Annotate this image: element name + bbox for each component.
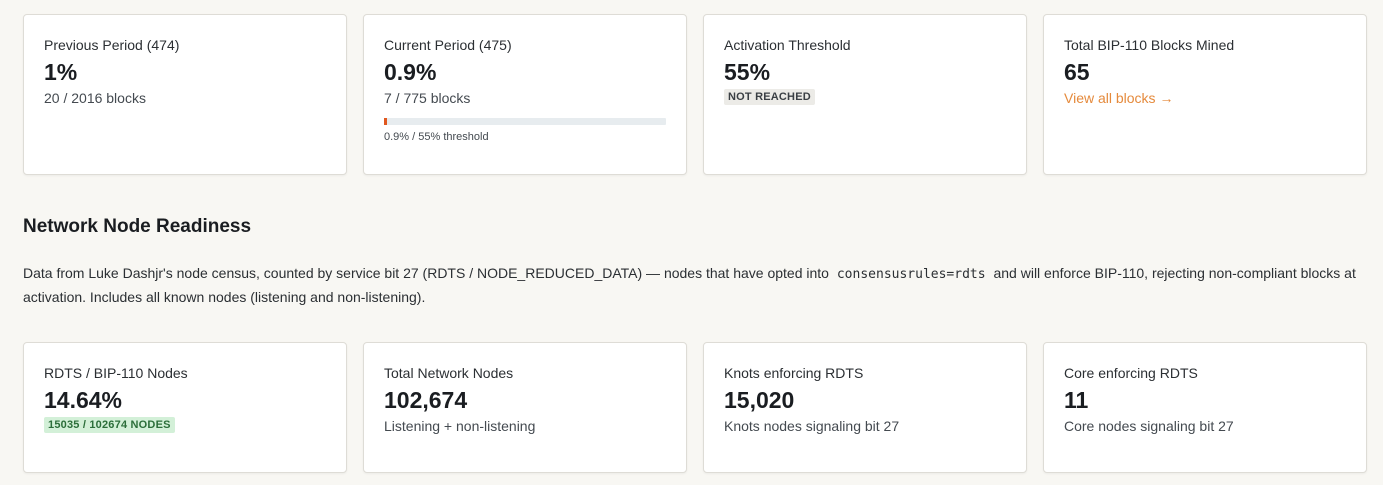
activation-threshold-card: Activation Threshold 55% NOT REACHED xyxy=(703,14,1027,175)
total-network-nodes-card: Total Network Nodes 102,674 Listening + … xyxy=(363,342,687,473)
card-label: Total BIP-110 Blocks Mined xyxy=(1064,37,1235,53)
card-value: 65 xyxy=(1064,59,1090,85)
card-value: 55% xyxy=(724,59,771,85)
current-period-card: Current Period (475) 0.9% 7 / 775 blocks… xyxy=(363,14,687,175)
card-value: 1% xyxy=(44,59,78,85)
card-subtext: Core nodes signaling bit 27 xyxy=(1064,418,1234,434)
progress-caption: 0.9% / 55% threshold xyxy=(384,131,489,143)
rdts-nodes-card: RDTS / BIP-110 Nodes 14.64% 15035 / 1026… xyxy=(23,342,347,473)
card-value: 0.9% xyxy=(384,59,437,85)
view-all-blocks-link[interactable]: View all blocks → xyxy=(1064,90,1174,106)
knots-enforcing-card: Knots enforcing RDTS 15,020 Knots nodes … xyxy=(703,342,1027,473)
card-label: RDTS / BIP-110 Nodes xyxy=(44,365,188,381)
card-label: Current Period (475) xyxy=(384,37,512,53)
threshold-progress-fill xyxy=(384,118,387,125)
card-value: 15,020 xyxy=(724,387,795,413)
card-label: Previous Period (474) xyxy=(44,37,180,53)
description-text: Data from Luke Dashjr's node census, cou… xyxy=(23,265,829,281)
card-value: 102,674 xyxy=(384,387,468,413)
card-label: Total Network Nodes xyxy=(384,365,514,381)
card-subtext: 7 / 775 blocks xyxy=(384,90,471,106)
period-stats-row: Previous Period (474) 1% 20 / 2016 block… xyxy=(23,14,1367,175)
nodes-count-badge: 15035 / 102674 NODES xyxy=(44,417,175,433)
card-subtext: Listening + non-listening xyxy=(384,418,536,434)
card-label: Activation Threshold xyxy=(724,37,851,53)
card-subtext: Knots nodes signaling bit 27 xyxy=(724,418,900,434)
card-value: 11 xyxy=(1064,387,1089,413)
status-badge: NOT REACHED xyxy=(724,89,815,105)
threshold-progress-bar xyxy=(384,118,666,125)
card-label: Core enforcing RDTS xyxy=(1064,365,1198,381)
section-title: Network Node Readiness xyxy=(23,216,252,237)
description-text: and will enforce BIP-110, rejecting non-… xyxy=(23,265,1356,305)
card-label: Knots enforcing RDTS xyxy=(724,365,864,381)
section-description: Data from Luke Dashjr's node census, cou… xyxy=(23,262,1363,308)
core-enforcing-card: Core enforcing RDTS 11 Core nodes signal… xyxy=(1043,342,1367,473)
card-subtext: 20 / 2016 blocks xyxy=(44,90,146,106)
config-code: consensusrules=rdts xyxy=(836,267,986,282)
node-stats-row: RDTS / BIP-110 Nodes 14.64% 15035 / 1026… xyxy=(23,342,1367,473)
card-value: 14.64% xyxy=(44,387,123,413)
previous-period-card: Previous Period (474) 1% 20 / 2016 block… xyxy=(23,14,347,175)
total-blocks-mined-card: Total BIP-110 Blocks Mined 65 View all b… xyxy=(1043,14,1367,175)
